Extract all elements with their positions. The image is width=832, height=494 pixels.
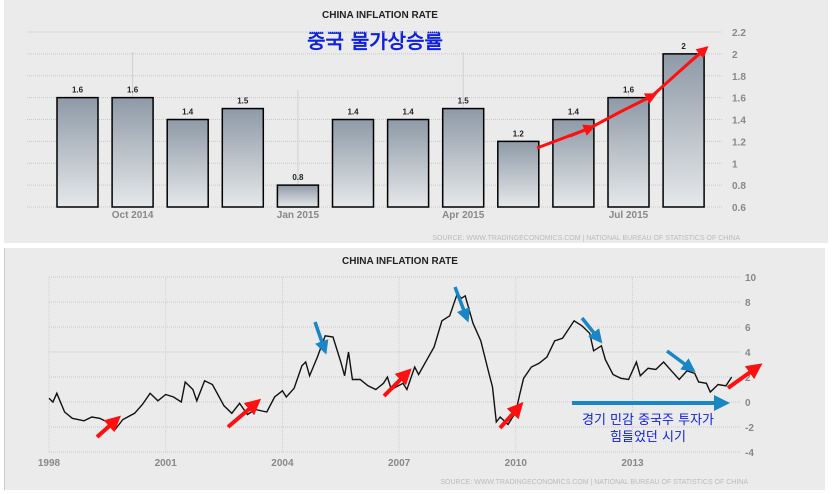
bar	[166, 118, 209, 208]
red-up-arrow-icon	[498, 402, 524, 430]
x-tick-label: Jul 2015	[609, 210, 649, 221]
bar-value-label: 1.4	[347, 108, 359, 117]
bar-value-label: 1.6	[72, 86, 84, 95]
red-up-arrow-icon	[226, 398, 262, 429]
y-tick-label: 1	[732, 159, 738, 170]
y-tick-label: 0.8	[732, 181, 746, 192]
red-up-arrow-icon	[382, 368, 412, 398]
bar-value-label: 1.6	[623, 86, 635, 95]
red-arrow-icon	[569, 124, 596, 138]
top-bar-chart: CHINA INFLATION RATE 중국 물가상승률 SOURCE: WW…	[27, 10, 746, 242]
red-up-arrow-icon	[95, 415, 121, 439]
x-tick-label: 2001	[155, 458, 178, 469]
bottom-line-chart: CHINA INFLATION RATE SOURCE: WWW.TRADING…	[38, 256, 763, 486]
blue-down-arrow-icon	[580, 316, 603, 344]
y-tick-label: 1.2	[732, 137, 746, 148]
y-tick-label: 4	[745, 348, 751, 359]
y-tick-label: 1.6	[732, 94, 746, 105]
bar-value-label: 2	[681, 42, 686, 51]
x-tick-label: 2004	[271, 458, 294, 469]
bottom-annotation-line-2: 힘들었던 시기	[610, 430, 686, 445]
bottom-chart-source: SOURCE: WWW.TRADINGECONOMICS.COM | NATIO…	[440, 479, 748, 486]
top-chart-annotation: 중국 물가상승률	[307, 29, 443, 53]
blue-down-arrow-icon	[313, 321, 329, 355]
bar	[56, 96, 99, 208]
x-tick-label: Apr 2015	[442, 210, 485, 221]
y-tick-label: 0.6	[732, 203, 746, 214]
bar-value-label: 1.4	[182, 108, 194, 117]
bottom-annotation-line-1: 경기 민감 중국주 투자가	[582, 413, 714, 428]
x-tick-label: 2007	[388, 458, 411, 469]
bar	[221, 107, 265, 208]
bar	[662, 53, 705, 208]
x-tick-label: Jan 2015	[277, 210, 320, 221]
bar	[386, 118, 430, 208]
red-arrow-icon	[629, 93, 658, 109]
bar	[552, 118, 595, 208]
y-tick-label: 1.8	[732, 72, 746, 83]
top-chart-title: CHINA INFLATION RATE	[322, 10, 438, 21]
blue-down-arrow-icon	[665, 349, 696, 373]
x-tick-label: 2010	[505, 458, 528, 469]
bar	[607, 96, 650, 208]
x-tick-label: 1998	[38, 458, 61, 469]
bar-value-label: 1.4	[403, 108, 415, 117]
bar	[331, 118, 375, 208]
bar	[497, 140, 540, 208]
bar-value-label: 1.4	[568, 108, 580, 117]
bar	[111, 96, 154, 208]
y-tick-label: 2.2	[732, 28, 746, 39]
y-tick-label: -2	[745, 423, 754, 434]
y-tick-label: 8	[745, 298, 751, 309]
bar-value-label: 1.5	[237, 97, 249, 106]
x-tick-label: 2013	[621, 458, 644, 469]
y-tick-label: 0	[745, 398, 751, 409]
red-up-arrow-icon	[726, 363, 763, 390]
top-chart-source: SOURCE: WWW.TRADINGECONOMICS.COM | NATIO…	[432, 235, 740, 242]
bar-value-label: 0.8	[292, 173, 304, 182]
bar-value-label: 1.2	[513, 129, 525, 138]
red-arrow-icon	[689, 46, 709, 64]
x-tick-label: Oct 2014	[112, 210, 154, 221]
y-tick-label: 10	[745, 273, 757, 284]
blue-down-arrow-icon	[453, 286, 471, 323]
bar-value-label: 1.5	[458, 97, 470, 106]
y-tick-label: 1.4	[732, 116, 746, 127]
bottom-chart-title: CHINA INFLATION RATE	[342, 256, 458, 267]
y-tick-label: -4	[745, 448, 754, 459]
y-tick-label: 2	[732, 50, 738, 61]
bar	[441, 107, 485, 208]
y-tick-label: 6	[745, 323, 751, 334]
inflation-series-line	[48, 291, 733, 431]
bar-value-label: 1.6	[127, 86, 139, 95]
bar	[276, 184, 320, 208]
